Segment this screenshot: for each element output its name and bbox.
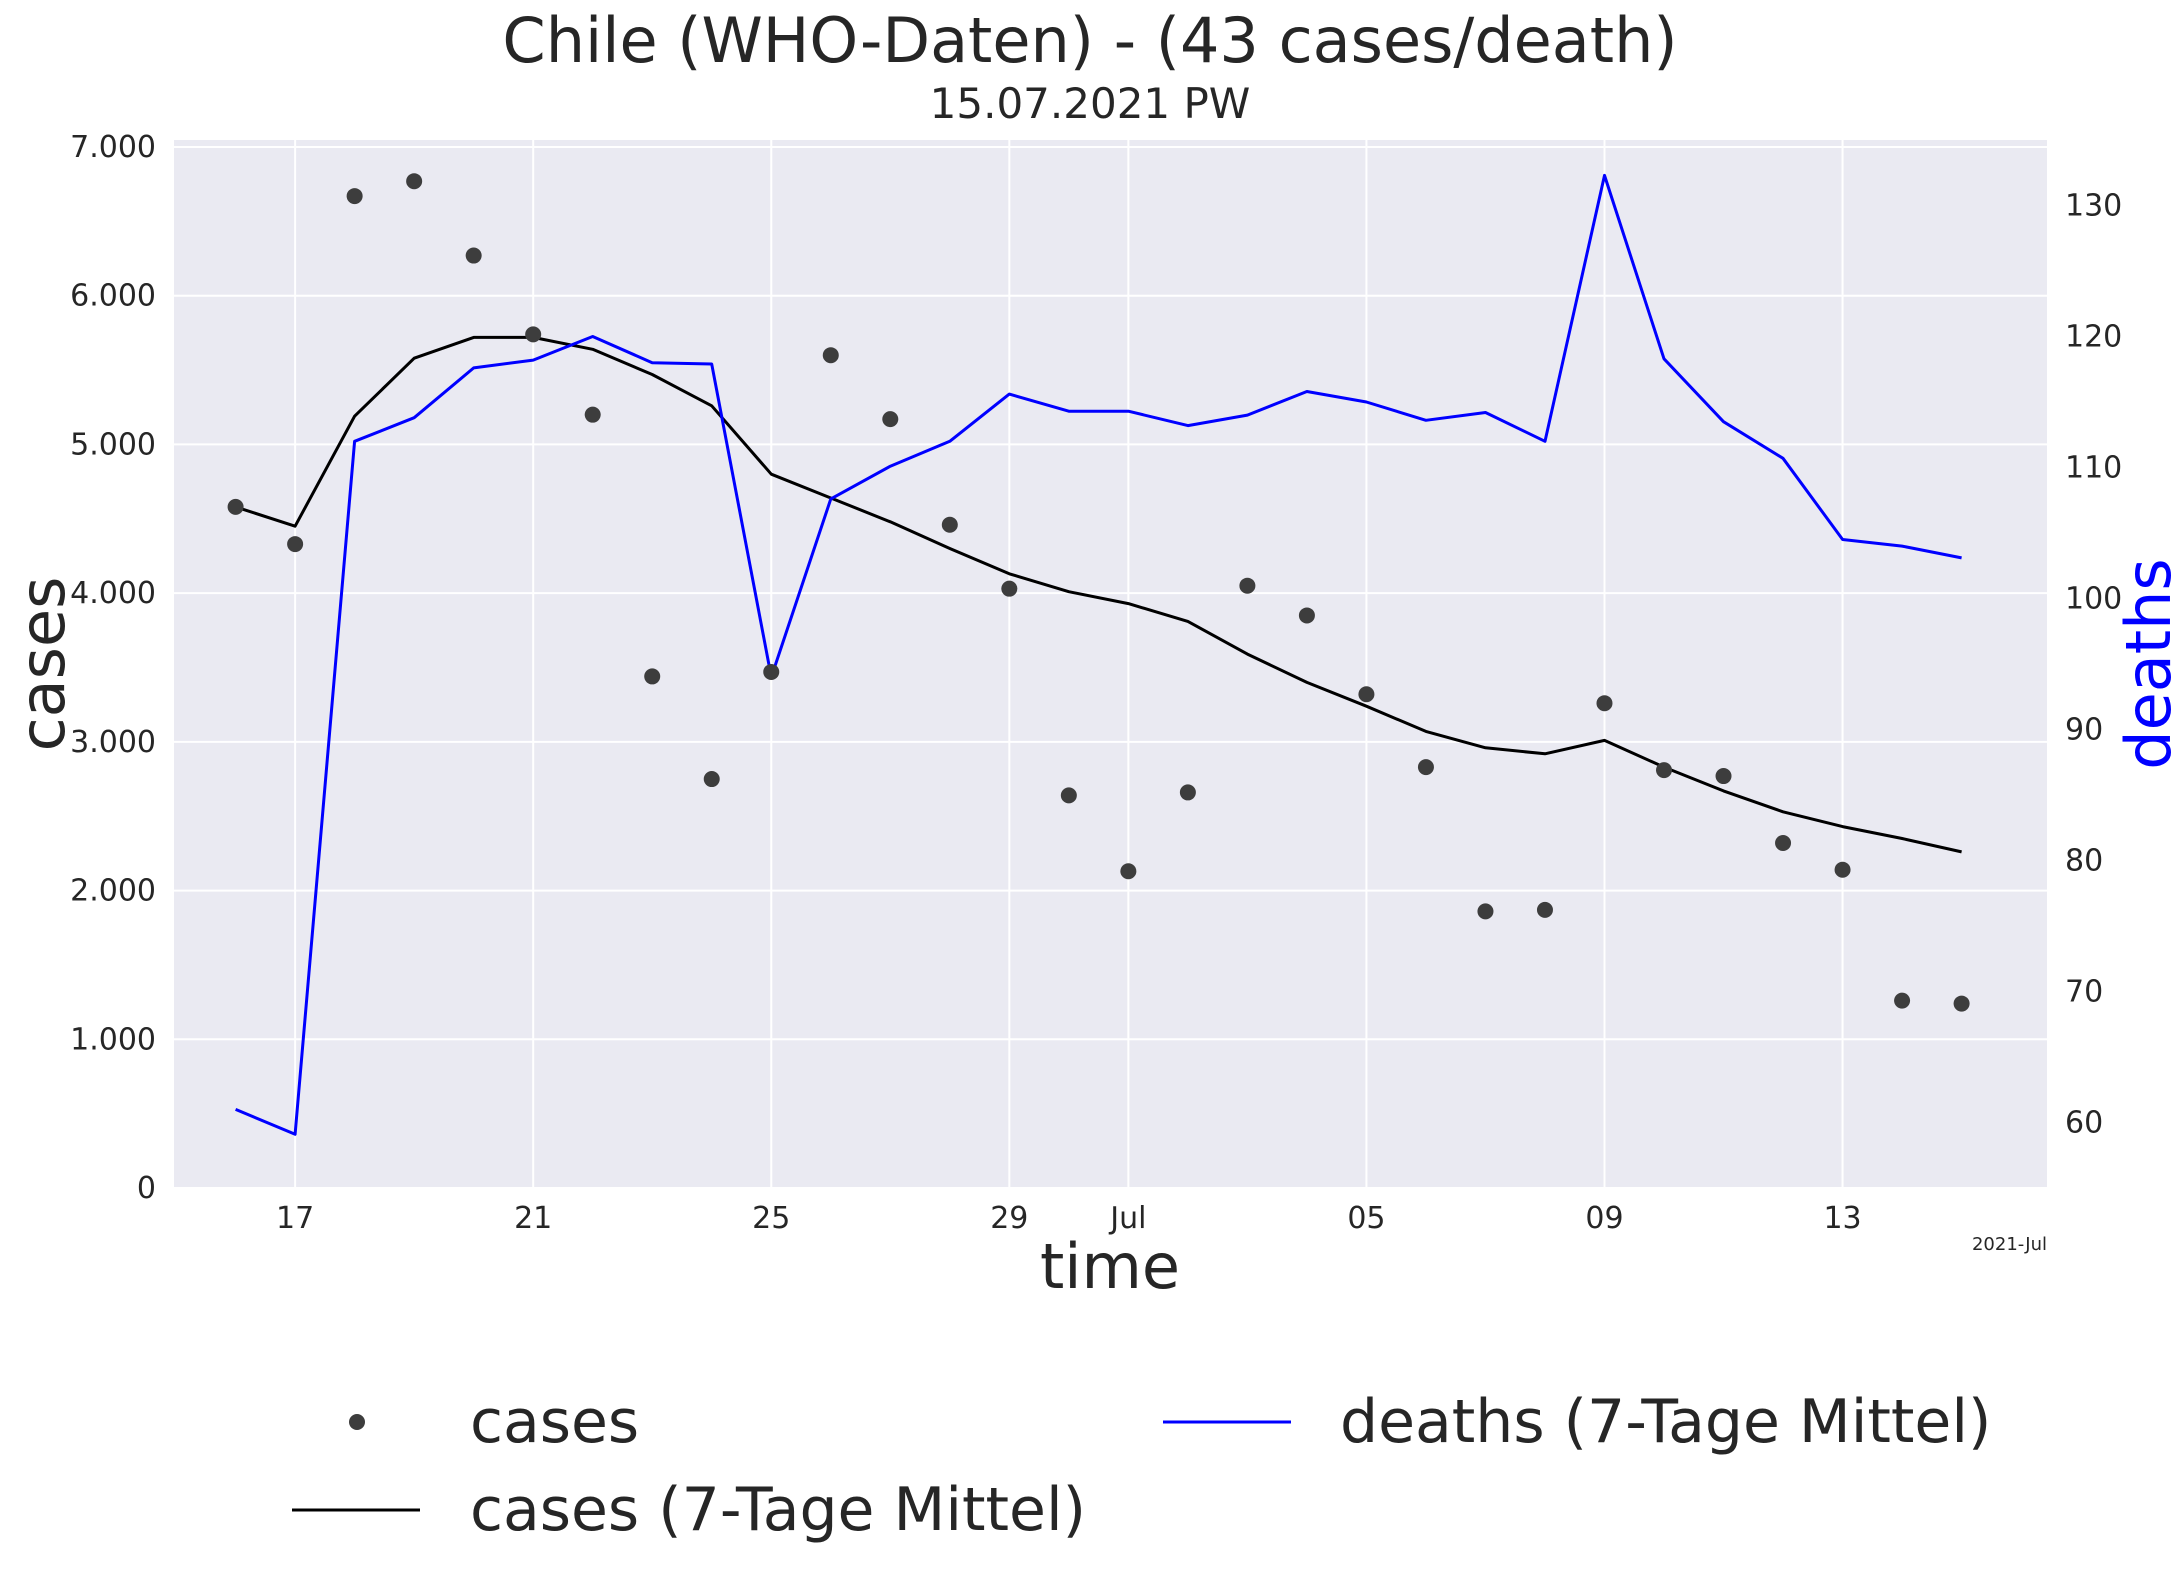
plot-area [174,140,2047,1188]
point-cases-11 [882,411,899,428]
point-cases-19 [1358,686,1375,703]
point-cases-26 [1775,834,1792,851]
point-cases-25 [1715,768,1732,785]
legend-label-cases: cases [470,1387,639,1457]
point-cases-18 [1298,607,1315,624]
point-cases-0 [227,498,244,515]
point-cases-24 [1656,762,1673,779]
x-axis-label: time [1040,1230,1180,1303]
point-cases-28 [1894,992,1911,1009]
x-tick-labels: 17 21 25 29 Jul 05 09 13 [276,1201,1862,1236]
point-cases-12 [941,516,958,533]
point-cases-8 [703,771,720,788]
point-cases-1 [287,536,304,553]
point-cases-10 [822,347,839,364]
x-tick-label-6: 09 [1585,1201,1623,1236]
y-right-tick-label-2: 80 [2065,844,2103,879]
chart-title: Chile (WHO-Daten) - (43 cases/death) [502,4,1677,77]
series-lines [235,173,1962,1136]
x-tick-label-0: 17 [276,1201,314,1236]
y-right-tick-label-0: 60 [2065,1106,2103,1141]
y-axis-label: cases [6,577,79,752]
legend-marker-cases [349,1414,365,1430]
y-right-tick-label-3: 90 [2065,713,2103,748]
point-cases-5 [525,326,542,343]
point-cases-2 [346,188,363,205]
point-cases-29 [1953,995,1970,1012]
y-left-tick-label-6: 6.000 [70,279,156,314]
point-cases-9 [763,663,780,680]
point-cases-13 [1001,580,1018,597]
y-left-tick-label-2: 2.000 [70,874,156,909]
x-tick-label-3: 29 [990,1201,1028,1236]
x-tick-label-2: 25 [752,1201,790,1236]
x-tick-label-4: Jul [1108,1201,1146,1236]
y-left-tick-label-4: 4.000 [70,576,156,611]
point-cases-20 [1417,759,1434,776]
point-cases-23 [1596,695,1613,712]
line-deaths-7day-avg [235,173,1962,1136]
point-cases-15 [1120,863,1137,880]
point-cases-4 [465,247,482,264]
point-cases-7 [644,668,661,685]
x-offset-label: 2021-Jul [1972,1234,2047,1255]
legend-label-cases-avg: cases (7-Tage Mittel) [470,1475,1086,1545]
legend: cases cases (7-Tage Mittel) deaths (7-Ta… [292,1387,1991,1545]
y-left-tick-label-1: 1.000 [70,1022,156,1057]
x-tick-label-1: 21 [514,1201,552,1236]
point-cases-3 [406,173,423,190]
y-right-tick-label-7: 130 [2065,189,2122,224]
point-cases-17 [1239,577,1256,594]
y-left-tick-labels: 0 1.000 2.000 3.000 4.000 5.000 6.000 7.000 [70,130,156,1206]
y-left-tick-label-7: 7.000 [70,130,156,165]
x-tick-label-5: 05 [1347,1201,1385,1236]
y-right-tick-label-6: 120 [2065,320,2122,355]
y-left-tick-label-0: 0 [137,1171,156,1206]
legend-label-deaths-avg: deaths (7-Tage Mittel) [1340,1387,1991,1457]
y-left-tick-label-5: 5.000 [70,427,156,462]
y-left-tick-label-3: 3.000 [70,725,156,760]
y-right-tick-label-1: 70 [2065,975,2103,1010]
point-cases-6 [584,406,601,423]
series-points [227,173,1970,1012]
point-cases-21 [1477,903,1494,920]
point-cases-22 [1536,901,1553,918]
point-cases-14 [1060,787,1077,804]
line-cases-7day-avg [235,335,1962,854]
y-right-tick-label-5: 110 [2065,451,2122,486]
chart-subtitle: 15.07.2021 PW [930,79,1251,128]
point-cases-16 [1179,784,1196,801]
point-cases-27 [1834,861,1851,878]
y-right-tick-label-4: 100 [2065,582,2122,617]
x-tick-label-7: 13 [1823,1201,1861,1236]
grid [174,140,2047,1189]
y-axis-label-right: deaths [2112,558,2180,769]
y-right-tick-labels: 60 70 80 90 100 110 120 130 [2065,189,2122,1141]
